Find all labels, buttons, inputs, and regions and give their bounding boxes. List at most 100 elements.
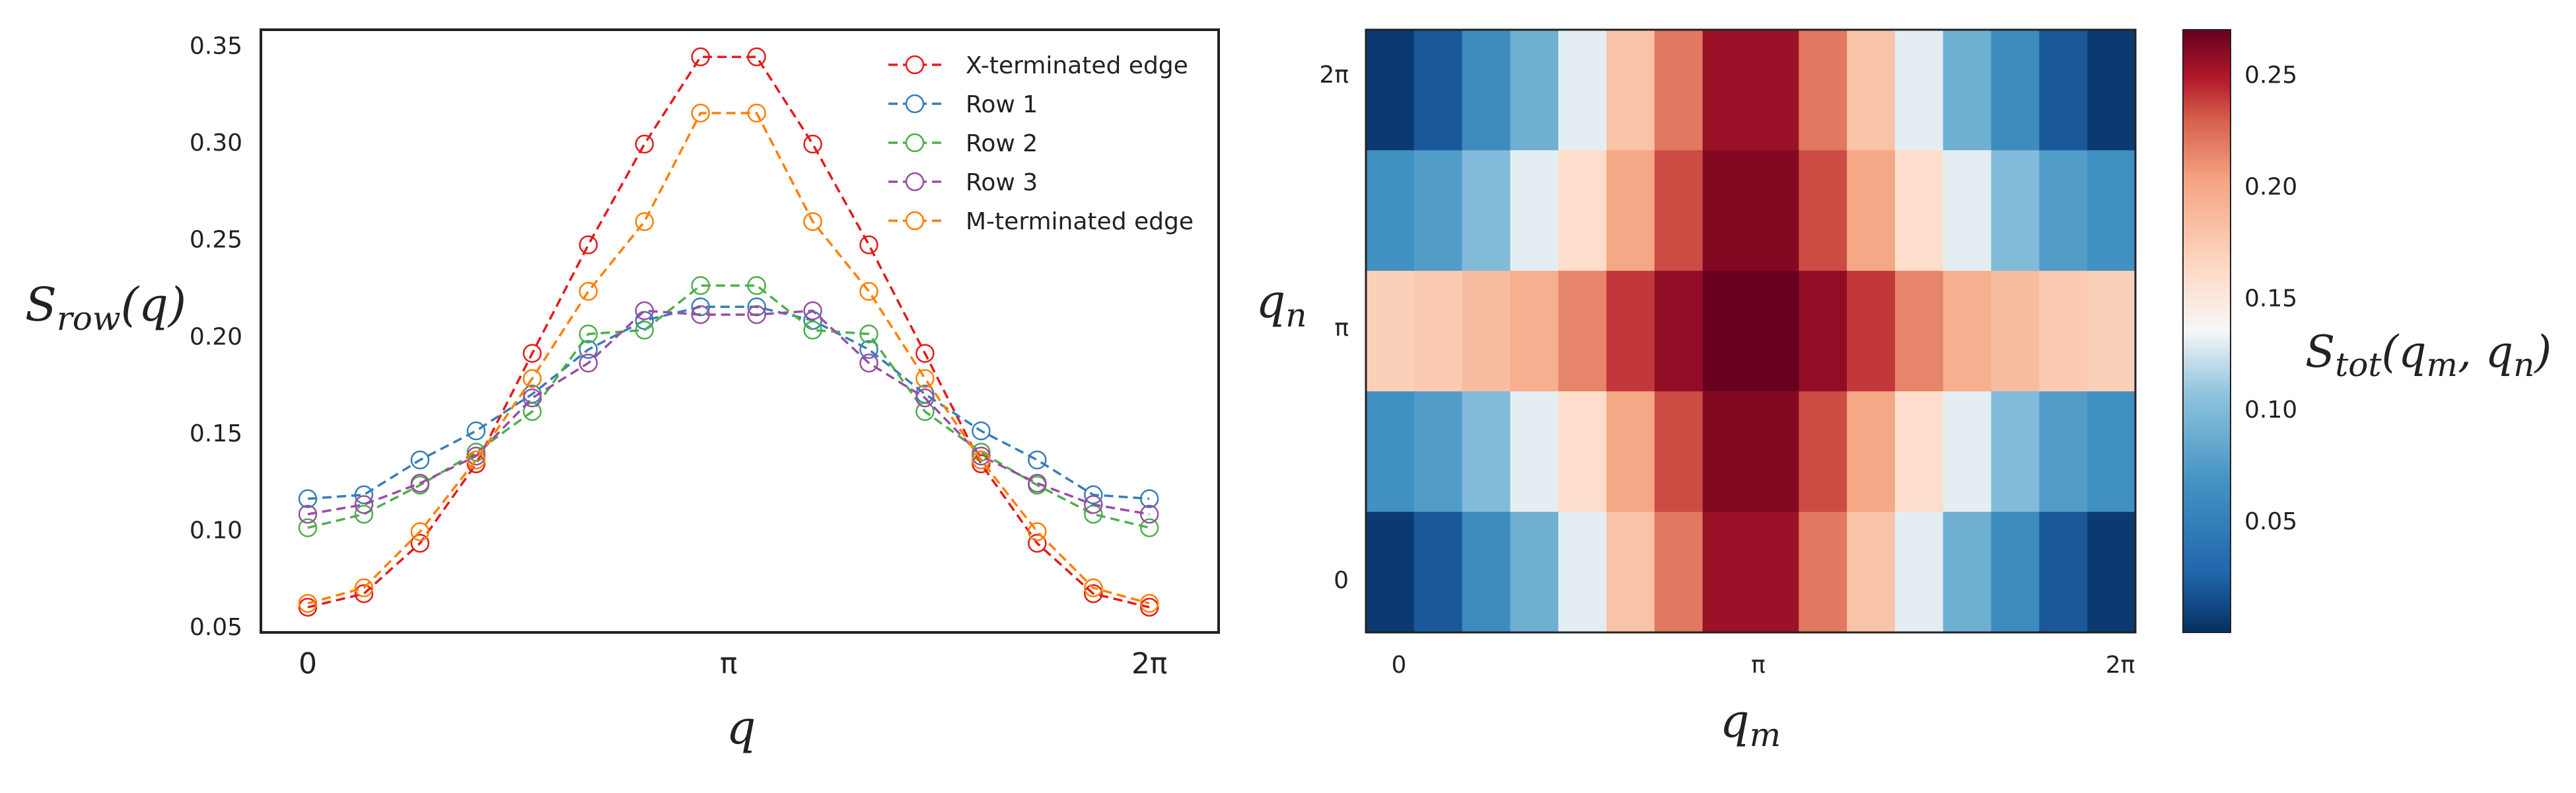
heatmap-cell: [1558, 270, 1607, 392]
heatmap-cell: [1510, 150, 1559, 272]
heatmap-cell: [1606, 270, 1655, 392]
data-point: [1028, 522, 1047, 541]
data-point: [747, 276, 766, 295]
heatmap-cell: [1702, 150, 1752, 272]
data-point: [635, 134, 654, 154]
heatmap-cell: [1702, 511, 1752, 633]
heatmap-cell: [1413, 150, 1463, 272]
data-point: [1083, 584, 1103, 603]
series-line-4: [307, 112, 1150, 605]
data-point: [466, 443, 486, 462]
heatmap-cell: [2087, 150, 2136, 272]
heatmap-cell: [1654, 511, 1703, 633]
data-point: [522, 344, 542, 363]
data-point: [1028, 450, 1047, 470]
heatmap-cell: [1750, 511, 1799, 633]
heatmap-cell: [1894, 270, 1944, 392]
colorbar-label-sub: tot: [2335, 346, 2382, 384]
data-point: [1028, 473, 1047, 493]
data-point: [354, 495, 374, 514]
heatmap-cell: [1366, 391, 1415, 513]
heatmap-cell: [1894, 30, 1944, 151]
y-tick-label: 0.30: [190, 130, 242, 157]
heatmap-cell: [1654, 270, 1703, 392]
data-point: [915, 369, 935, 389]
heatmap-cell: [1943, 391, 1992, 513]
heatmap-cell: [1799, 511, 1847, 633]
heatmap-cell: [1606, 30, 1655, 151]
data-point: [859, 340, 878, 359]
x-tick-label: 2π: [1131, 647, 1167, 681]
heatmap-cell: [1413, 30, 1463, 151]
data-point: [466, 450, 486, 470]
heatmap-cell: [2039, 270, 2088, 392]
colorbar-tick-label: 0.10: [2244, 397, 2297, 424]
heatmap-cell: [1366, 511, 1415, 633]
heatmap-cell: [1413, 270, 1463, 392]
y-axis-label: Srow(q): [25, 278, 186, 338]
heatmap-cell: [1799, 30, 1847, 151]
heatmap-cell: [1654, 150, 1703, 272]
heatmap-cell: [1702, 30, 1752, 151]
data-point: [747, 47, 766, 67]
data-point: [522, 388, 542, 408]
legend-marker: [905, 172, 925, 192]
data-point: [1028, 533, 1047, 553]
heatmap-cell: [1991, 150, 2040, 272]
heatmap-cell: [1366, 150, 1415, 272]
heatmap-cell: [2039, 30, 2088, 151]
colorbar-ticks: 0.05 0.10 0.15 0.20 0.25: [2244, 62, 2297, 536]
heatmap-cell: [2087, 511, 2136, 633]
heatmap-cell: [1510, 30, 1559, 151]
series-line-3: [307, 309, 1150, 515]
heatmap-cell: [1847, 150, 1896, 272]
line-chart-panel: 0.05 0.10 0.15 0.20 0.25 0.30 0.35 0 π 2π X-term…: [25, 28, 1220, 755]
legend-label: X-terminated edge: [966, 52, 1188, 79]
line-series-group: [298, 47, 1159, 617]
heatmap-cell: [1750, 391, 1799, 513]
data-point: [691, 276, 710, 295]
heatmap-cell: [1799, 150, 1847, 272]
heatmap-cell: [1943, 270, 1992, 392]
legend-label: M-terminated edge: [966, 208, 1194, 235]
heatmap-cell: [1847, 30, 1896, 151]
colorbar-label-sub-m: m: [2427, 346, 2458, 384]
x-tick-label: 0: [299, 647, 317, 681]
heatmap-cell: [2039, 511, 2088, 633]
heatmap-y-axis-label-sub: n: [1285, 296, 1306, 334]
colorbar-label-args: (q: [2382, 326, 2427, 377]
colorbar-label-comma: , q: [2458, 326, 2513, 377]
data-point: [747, 103, 766, 123]
heatmap-cell: [1894, 391, 1944, 513]
y-axis-ticks: 0.05 0.10 0.15 0.20 0.25 0.30 0.35: [190, 32, 242, 641]
data-point: [972, 450, 991, 470]
colorbar-tick-label: 0.05: [2244, 508, 2297, 535]
heatmap-cell: [1847, 391, 1896, 513]
heatmap-cell: [1943, 511, 1992, 633]
heatmap-cells: [1366, 30, 2136, 633]
heatmap-cell: [1750, 270, 1799, 392]
heatmap-cell: [1943, 150, 1992, 272]
heatmap-cell: [1654, 391, 1703, 513]
legend-marker: [905, 55, 925, 75]
heatmap-cell: [1366, 30, 1415, 151]
heatmap-cell: [1606, 511, 1655, 633]
heatmap-cell: [1702, 391, 1752, 513]
data-point: [1139, 593, 1159, 613]
heatmap-y-tick-label: 2π: [1319, 61, 1349, 89]
y-tick-label: 0.20: [190, 323, 242, 350]
data-point: [579, 282, 598, 301]
data-point: [972, 446, 991, 466]
heatmap-cell: [1462, 30, 1511, 151]
data-point: [354, 504, 374, 524]
data-point: [1139, 489, 1159, 508]
data-point: [410, 533, 430, 553]
legend: X-terminated edge Row 1 Row 2 Row 3 M-termin…: [888, 52, 1194, 235]
data-point: [1083, 504, 1103, 524]
y-tick-label: 0.10: [190, 517, 242, 545]
data-point: [354, 485, 374, 505]
y-tick-label: 0.35: [190, 32, 242, 59]
heatmap-y-tick-label: π: [1334, 315, 1349, 342]
data-point: [466, 421, 486, 441]
data-point: [354, 578, 374, 597]
